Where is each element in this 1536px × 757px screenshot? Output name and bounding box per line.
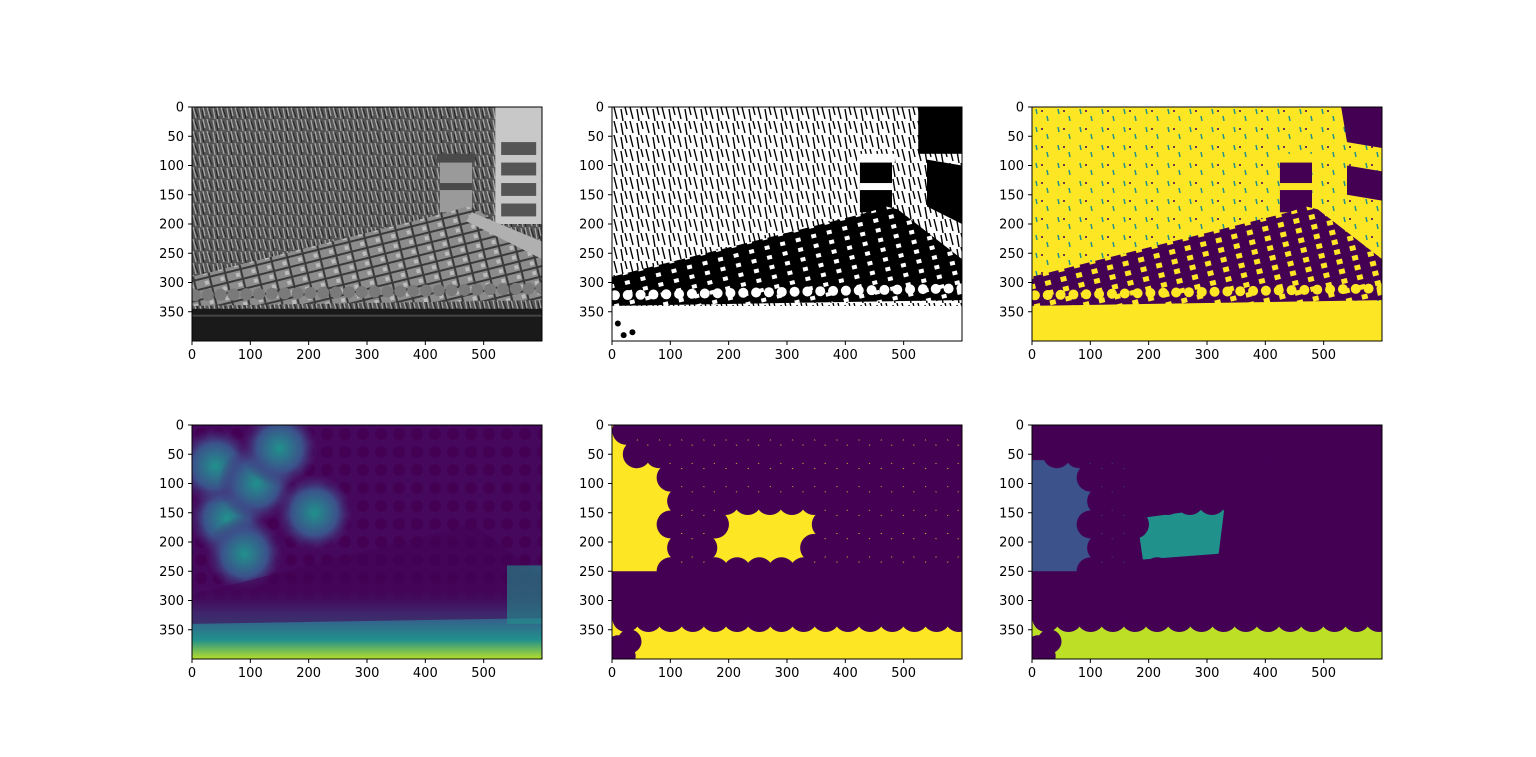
x-tick-label: 500 bbox=[471, 666, 496, 681]
y-tick-label: 250 bbox=[999, 247, 1024, 262]
y-tick-label: 200 bbox=[579, 218, 604, 233]
panel-6-image bbox=[1032, 425, 1382, 659]
y-tick-label: 300 bbox=[999, 594, 1024, 609]
y-tick-label: 150 bbox=[579, 506, 604, 521]
y-tick-label: 0 bbox=[1016, 419, 1024, 434]
x-tick-label: 0 bbox=[608, 348, 616, 363]
x-tick-label: 400 bbox=[413, 666, 438, 681]
y-tick-label: 0 bbox=[1016, 101, 1024, 116]
y-tick-label: 300 bbox=[999, 276, 1024, 291]
y-tick-label: 350 bbox=[999, 623, 1024, 638]
x-tick-label: 300 bbox=[1195, 348, 1220, 363]
y-tick-label: 50 bbox=[587, 130, 604, 145]
y-tick-label: 50 bbox=[167, 448, 184, 463]
y-tick-label: 0 bbox=[176, 101, 184, 116]
x-tick-label: 200 bbox=[1136, 666, 1161, 681]
y-tick-label: 250 bbox=[159, 565, 184, 580]
x-tick-label: 0 bbox=[188, 666, 196, 681]
x-tick-label: 300 bbox=[1195, 666, 1220, 681]
x-tick-label: 0 bbox=[1028, 348, 1036, 363]
y-tick-label: 150 bbox=[159, 188, 184, 203]
x-tick-label: 100 bbox=[238, 666, 263, 681]
y-tick-label: 100 bbox=[579, 477, 604, 492]
y-tick-label: 350 bbox=[999, 305, 1024, 320]
y-tick-label: 200 bbox=[159, 218, 184, 233]
x-tick-label: 300 bbox=[775, 666, 800, 681]
x-tick-label: 100 bbox=[238, 348, 263, 363]
x-tick-label: 400 bbox=[1253, 348, 1278, 363]
panel-2: 0 100 200 300 400 500 0 50 100 150 200 250 300 350 bbox=[579, 101, 963, 363]
y-tick-label: 100 bbox=[999, 477, 1024, 492]
y-tick-label: 350 bbox=[159, 623, 184, 638]
panel-3: 0 100 200 300 400 500 0 50 100 150 200 250 300 350 bbox=[999, 101, 1383, 363]
x-tick-label: 300 bbox=[355, 348, 380, 363]
y-tick-label: 0 bbox=[176, 419, 184, 434]
y-tick-label: 150 bbox=[159, 506, 184, 521]
y-tick-label: 200 bbox=[579, 536, 604, 551]
y-tick-label: 100 bbox=[579, 159, 604, 174]
y-tick-label: 50 bbox=[1007, 130, 1024, 145]
panel-5: 0 100 200 300 400 500 0 50 100 150 200 250 300 350 bbox=[579, 419, 963, 681]
y-tick-label: 350 bbox=[579, 623, 604, 638]
x-tick-label: 400 bbox=[833, 348, 858, 363]
x-tick-label: 0 bbox=[1028, 666, 1036, 681]
y-tick-label: 300 bbox=[159, 276, 184, 291]
y-tick-label: 250 bbox=[579, 565, 604, 580]
panel-1-image bbox=[192, 107, 542, 341]
x-tick-label: 100 bbox=[1078, 348, 1103, 363]
x-tick-label: 200 bbox=[296, 348, 321, 363]
y-tick-label: 150 bbox=[579, 188, 604, 203]
panel-4-image bbox=[192, 425, 542, 659]
y-tick-label: 300 bbox=[579, 594, 604, 609]
y-tick-label: 200 bbox=[999, 536, 1024, 551]
x-tick-label: 0 bbox=[188, 348, 196, 363]
x-tick-label: 300 bbox=[775, 348, 800, 363]
panel-3-image bbox=[1032, 107, 1382, 341]
y-tick-label: 100 bbox=[159, 477, 184, 492]
x-tick-label: 200 bbox=[1136, 348, 1161, 363]
x-tick-label: 300 bbox=[355, 666, 380, 681]
y-tick-label: 150 bbox=[999, 506, 1024, 521]
panel-2-image bbox=[612, 107, 962, 341]
y-tick-label: 300 bbox=[159, 594, 184, 609]
x-tick-label: 500 bbox=[471, 348, 496, 363]
panel-5-image bbox=[612, 425, 962, 659]
y-tick-label: 50 bbox=[167, 130, 184, 145]
y-tick-label: 50 bbox=[587, 448, 604, 463]
y-tick-label: 0 bbox=[596, 419, 604, 434]
y-tick-label: 50 bbox=[1007, 448, 1024, 463]
x-tick-label: 0 bbox=[608, 666, 616, 681]
x-tick-label: 200 bbox=[716, 348, 741, 363]
x-tick-label: 500 bbox=[1311, 666, 1336, 681]
panel-1: 0 100 200 300 400 500 0 50 100 150 200 250 300 350 bbox=[159, 101, 543, 363]
y-tick-label: 350 bbox=[159, 305, 184, 320]
y-tick-label: 250 bbox=[999, 565, 1024, 580]
y-tick-label: 0 bbox=[596, 101, 604, 116]
panel-6: 0 100 200 300 400 500 0 50 100 150 200 250 300 350 bbox=[999, 419, 1383, 681]
y-tick-label: 200 bbox=[999, 218, 1024, 233]
x-tick-label: 100 bbox=[658, 666, 683, 681]
y-tick-label: 100 bbox=[999, 159, 1024, 174]
y-tick-label: 300 bbox=[579, 276, 604, 291]
x-tick-label: 100 bbox=[658, 348, 683, 363]
y-tick-label: 200 bbox=[159, 536, 184, 551]
x-tick-label: 400 bbox=[833, 666, 858, 681]
y-tick-label: 100 bbox=[159, 159, 184, 174]
y-tick-label: 150 bbox=[999, 188, 1024, 203]
y-tick-label: 250 bbox=[579, 247, 604, 262]
x-tick-label: 500 bbox=[891, 666, 916, 681]
x-tick-label: 200 bbox=[296, 666, 321, 681]
x-tick-label: 500 bbox=[1311, 348, 1336, 363]
x-tick-label: 200 bbox=[716, 666, 741, 681]
panel-4: 0 100 200 300 400 500 0 50 100 150 200 250 300 350 bbox=[159, 419, 543, 681]
x-tick-label: 100 bbox=[1078, 666, 1103, 681]
y-tick-label: 250 bbox=[159, 247, 184, 262]
y-tick-label: 350 bbox=[579, 305, 604, 320]
x-tick-label: 400 bbox=[1253, 666, 1278, 681]
x-tick-label: 500 bbox=[891, 348, 916, 363]
x-tick-label: 400 bbox=[413, 348, 438, 363]
